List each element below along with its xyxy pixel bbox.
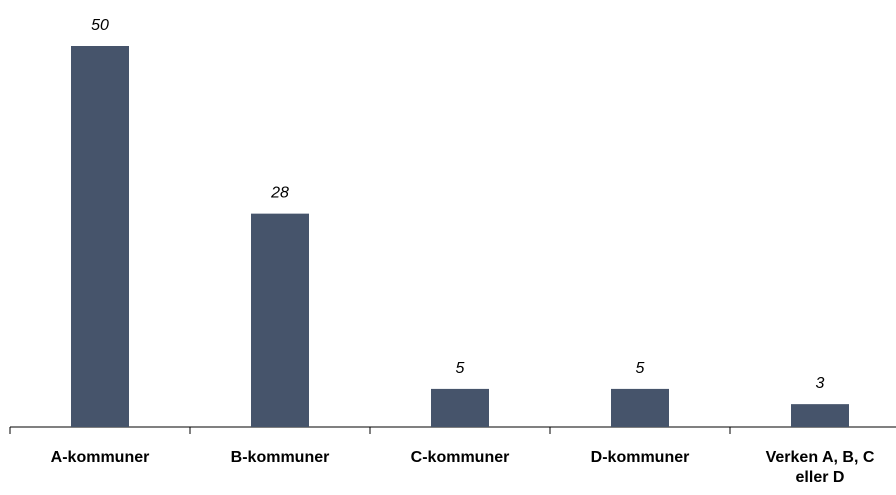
bar — [71, 46, 129, 427]
value-label: 5 — [636, 360, 645, 377]
x-tick-label: D-kommuner — [590, 449, 690, 466]
value-label: 3 — [816, 375, 825, 392]
bar — [791, 404, 849, 427]
bar — [251, 213, 309, 427]
bar — [431, 388, 489, 427]
value-label: 50 — [91, 17, 109, 34]
x-tick-label: C-kommuner — [410, 449, 510, 466]
x-tick-label: Verken A, B, C eller D — [765, 449, 875, 486]
bar — [611, 388, 669, 427]
value-label: 5 — [456, 360, 465, 377]
x-tick-label: A-kommuner — [50, 449, 150, 466]
value-label: 28 — [270, 185, 289, 202]
x-tick-label: B-kommuner — [230, 449, 330, 466]
